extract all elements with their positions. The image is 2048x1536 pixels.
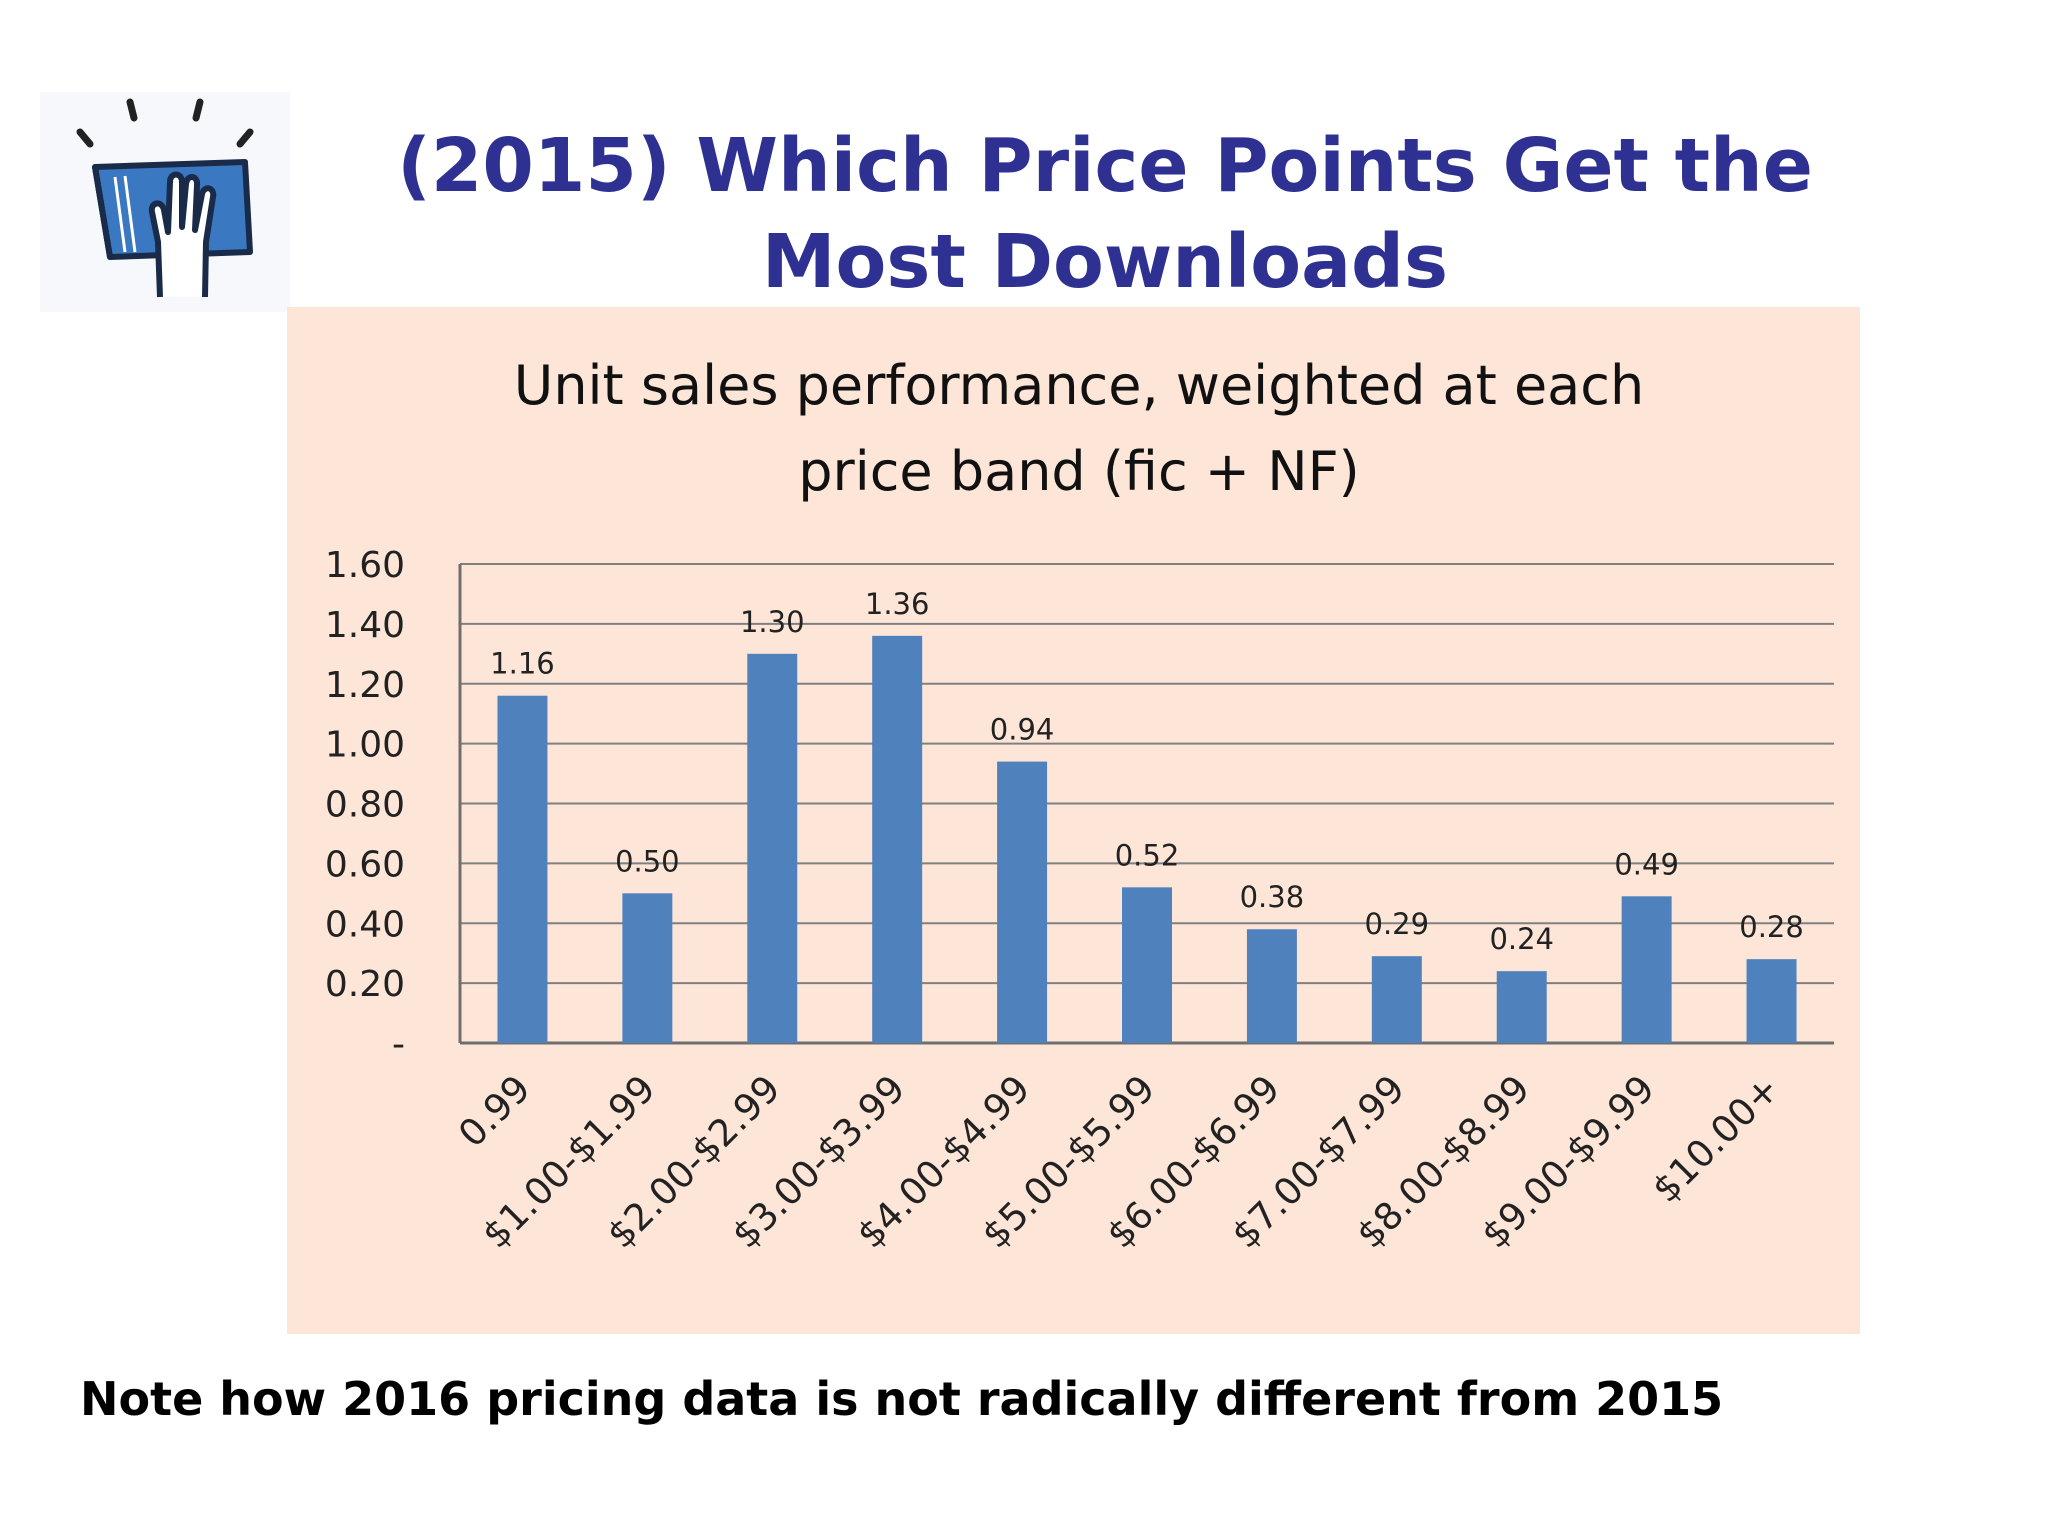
bar [497,695,548,1043]
y-axis-ticks: - 0.20 0.40 0.60 0.80 1.00 1.20 1.40 1.60 [325,545,405,1065]
bar [997,761,1048,1043]
chart-title-line-2: price band (fic + NF) [798,440,1359,503]
chart-panel: Unit sales performance, weighted at each… [287,307,1860,1334]
footnote: Note how 2016 pricing data is not radica… [80,1372,1724,1426]
data-label: 0.49 [1614,847,1679,881]
slide-title-line-2: Most Downloads [761,219,1449,305]
y-tick-label: 0.80 [325,785,405,826]
bar [1371,956,1422,1043]
y-tick-label: 1.00 [325,725,405,766]
y-tick-label: - [392,1024,405,1065]
bar [622,893,673,1043]
slide-title: (2015) Which Price Points Get the Most D… [300,118,1910,310]
data-label: 0.29 [1365,907,1430,941]
bar [1496,971,1547,1043]
bar [1621,896,1672,1043]
data-label: 0.28 [1739,910,1804,944]
data-label: 0.50 [615,844,680,878]
bar [1746,959,1797,1043]
y-tick-label: 0.40 [325,904,405,945]
y-tick-label: 0.60 [325,844,405,885]
hand-on-book-icon [76,98,254,298]
data-labels: 1.16 0.50 1.30 1.36 0.94 0.52 0.38 0.29 0.24 0.49… [490,587,1804,956]
data-label: 0.52 [1115,838,1180,872]
x-tick-label: $10.00+ [1644,1067,1788,1211]
data-label: 1.16 [490,647,555,681]
bar [1246,929,1297,1043]
chart-title-line-1: Unit sales performance, weighted at each [514,354,1644,417]
bar [747,653,798,1043]
y-tick-label: 1.20 [325,665,405,706]
bar [1122,887,1172,1043]
slide-title-line-1: (2015) Which Price Points Get the [397,123,1813,209]
data-label: 0.38 [1240,880,1305,914]
data-label: 0.24 [1489,922,1554,956]
x-axis-ticks: 0.99$1.00-$1.99$2.00-$2.99$3.00-$3.99$4.… [450,1067,1788,1257]
y-tick-label: 1.40 [325,605,405,646]
bar [872,635,923,1043]
y-tick-label: 0.20 [325,964,405,1005]
x-tick-label: 0.99 [450,1067,539,1156]
bars [497,635,1797,1043]
bar-chart: Unit sales performance, weighted at each… [325,354,1834,1257]
logo [40,92,290,312]
data-label: 1.36 [865,587,930,621]
data-label: 1.30 [740,605,805,639]
y-tick-label: 1.60 [325,545,405,586]
data-label: 0.94 [990,713,1055,747]
